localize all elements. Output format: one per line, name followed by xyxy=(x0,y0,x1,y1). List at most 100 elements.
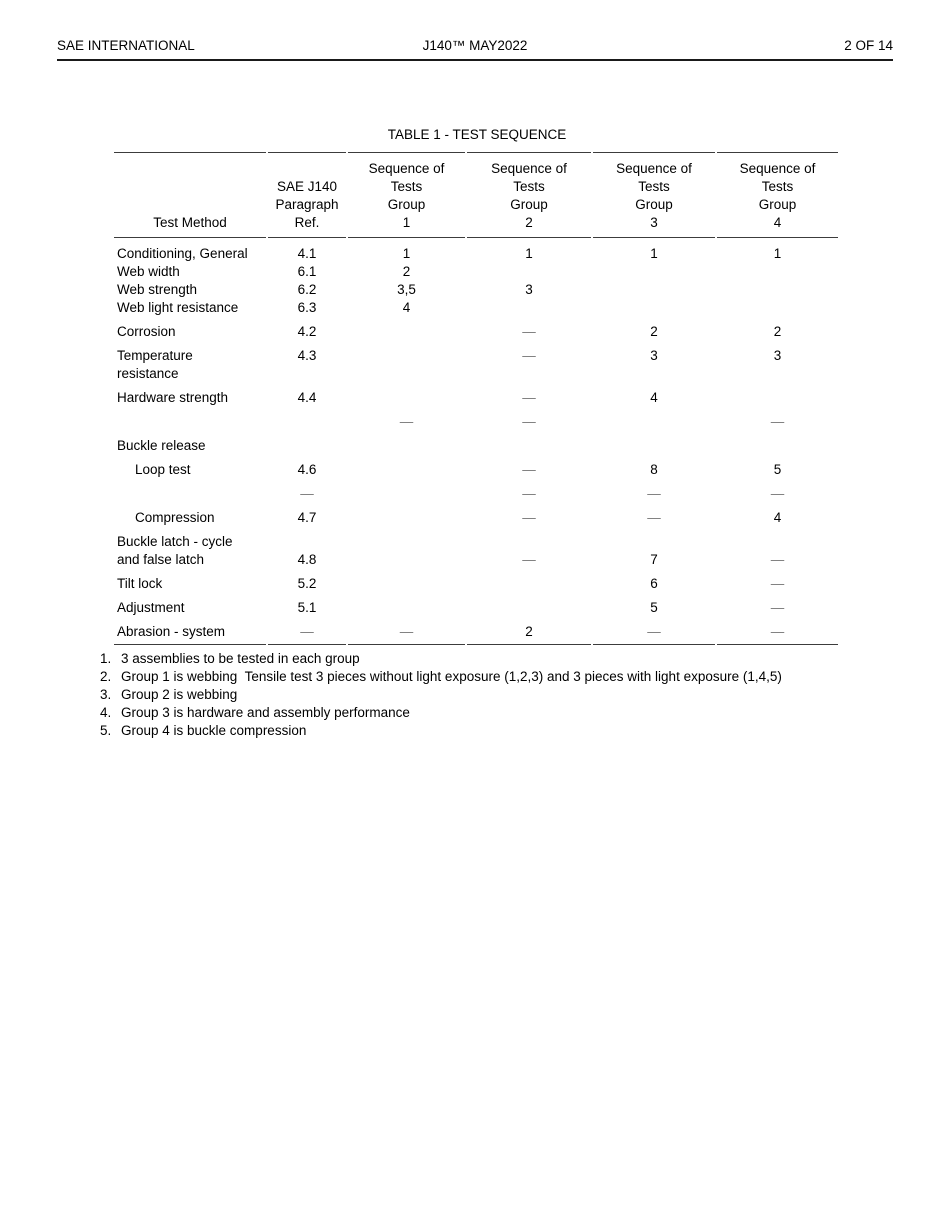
not-applicable-dash: — xyxy=(522,462,536,477)
sequence-value-cell: 2 xyxy=(650,324,658,339)
not-applicable-dash: — xyxy=(522,510,536,525)
sequence-value-cell xyxy=(348,431,465,455)
not-applicable-dash: — xyxy=(647,624,661,639)
table-row: Web strength 6.2 3,5 3 xyxy=(114,281,838,299)
sequence-value-cell: — xyxy=(467,407,591,431)
sequence-value-cell: — xyxy=(717,407,838,431)
column-header: Sequence of Tests Group 3 xyxy=(593,152,715,238)
footnote-text: 3 assemblies to be tested in each group xyxy=(121,651,360,666)
not-applicable-dash: — xyxy=(300,486,314,501)
sequence-value-cell: — xyxy=(467,503,591,527)
sequence-value-cell: 2 xyxy=(773,324,782,339)
page-header-doc-id: J140™ MAY2022 xyxy=(422,38,528,53)
page-header: SAE INTERNATIONAL J140™ MAY2022 2 OF 14 xyxy=(57,38,893,61)
not-applicable-dash: — xyxy=(522,390,536,405)
not-applicable-dash: — xyxy=(522,324,536,339)
sequence-value-cell: — xyxy=(717,569,838,593)
test-sequence-table: Test Method SAE J140 Paragraph Ref. Sequence… xyxy=(112,152,840,645)
page-header-page-number: 2 OF 14 xyxy=(844,38,893,53)
test-method-cell: Hardware strength xyxy=(117,390,229,405)
sequence-value-cell xyxy=(348,527,465,569)
table-row: Buckle latch - cycle and false latch 4.8 — 7… xyxy=(114,527,838,569)
sequence-value-cell: — xyxy=(717,593,838,617)
sequence-value-cell xyxy=(467,569,591,593)
sequence-value-cell: 6 xyxy=(650,576,658,591)
sequence-value-cell: 1 xyxy=(650,246,658,261)
not-applicable-dash: — xyxy=(522,486,536,501)
not-applicable-dash: — xyxy=(522,552,536,567)
sequence-value-cell xyxy=(593,263,715,281)
sequence-value-cell xyxy=(593,407,715,431)
sequence-value-cell: — xyxy=(348,617,465,645)
sequence-value-cell: 3 xyxy=(525,282,533,297)
sequence-value-cell xyxy=(467,299,591,317)
paragraph-ref-cell: — xyxy=(268,617,346,645)
sequence-value-cell: 4 xyxy=(402,300,411,315)
table-row: Conditioning, General 4.1 1 1 1 1 xyxy=(114,238,838,263)
sequence-value-cell xyxy=(467,263,591,281)
test-method-cell: Adjustment xyxy=(117,600,185,615)
test-method-cell: Web strength xyxy=(117,282,198,297)
sequence-value-cell: — xyxy=(348,407,465,431)
test-method-cell: Web width xyxy=(117,264,180,279)
column-header: Sequence of Tests Group 4 xyxy=(717,152,838,238)
sequence-value-cell: 5 xyxy=(773,462,782,477)
sequence-value-cell: 7 xyxy=(650,552,658,567)
sequence-value-cell xyxy=(348,503,465,527)
test-method-cell: Buckle release xyxy=(117,438,206,453)
sequence-value-cell xyxy=(717,263,838,281)
table-row: — — — — xyxy=(114,479,838,503)
table-row: Web width 6.1 2 xyxy=(114,263,838,281)
sequence-value-cell xyxy=(717,431,838,455)
test-method-cell: Compression xyxy=(135,510,215,525)
sequence-value-cell: 2 xyxy=(467,617,591,645)
paragraph-ref-cell: 4.6 xyxy=(297,462,317,477)
paragraph-ref-cell xyxy=(268,407,346,431)
sequence-value-cell xyxy=(348,383,465,407)
paragraph-ref-cell: 4.1 xyxy=(297,246,317,261)
sequence-value-cell xyxy=(467,431,591,455)
test-method-cell: Web light resistance xyxy=(117,300,239,315)
sequence-value-cell: — xyxy=(593,617,715,645)
paragraph-ref-cell xyxy=(268,431,346,455)
footnote-text: Group 2 is webbing xyxy=(121,687,238,702)
sequence-value-cell xyxy=(348,479,465,503)
sequence-value-cell: 4 xyxy=(650,390,658,405)
sequence-value-cell xyxy=(348,341,465,383)
test-method-cell: Buckle latch - cycle and false latch xyxy=(117,534,233,567)
sequence-value-cell: — xyxy=(467,341,591,383)
test-method-cell: Loop test xyxy=(135,462,191,477)
test-method-cell: Corrosion xyxy=(117,324,176,339)
paragraph-ref-cell: — xyxy=(268,479,346,503)
sequence-value-cell xyxy=(348,593,465,617)
test-method-cell: Abrasion - system xyxy=(114,617,266,645)
table-row: Compression 4.7 — — 4 xyxy=(114,503,838,527)
sequence-value-cell: 8 xyxy=(650,462,658,477)
sequence-value-cell xyxy=(717,383,838,407)
sequence-value-cell xyxy=(467,593,591,617)
sequence-value-cell xyxy=(593,299,715,317)
column-header: Test Method xyxy=(114,152,266,238)
not-applicable-dash: — xyxy=(770,576,785,591)
sequence-value-cell: — xyxy=(467,479,591,503)
test-method-cell: Tilt lock xyxy=(117,576,163,591)
not-applicable-dash: — xyxy=(647,486,661,501)
table-row: Loop test 4.6 — 8 5 xyxy=(114,455,838,479)
paragraph-ref-cell: 4.3 xyxy=(297,348,317,363)
column-header: Sequence of Tests Group 2 xyxy=(467,152,591,238)
sequence-value-cell xyxy=(593,281,715,299)
test-method-cell xyxy=(114,407,266,431)
sequence-value-cell: — xyxy=(593,479,715,503)
table-row: — — — xyxy=(114,407,838,431)
table-header-row: Test Method SAE J140 Paragraph Ref. Sequence… xyxy=(114,152,838,238)
footnote-number: 5. xyxy=(100,723,112,738)
not-applicable-dash: — xyxy=(770,600,785,615)
sequence-value-cell: 1 xyxy=(773,246,782,261)
test-method-cell: Temperature resistance xyxy=(117,348,193,381)
paragraph-ref-cell: 4.2 xyxy=(297,324,317,339)
sequence-value-cell: 1 xyxy=(525,246,533,261)
sequence-value-cell: 5 xyxy=(650,600,658,615)
paragraph-ref-cell: 4.8 xyxy=(297,552,317,567)
paragraph-ref-cell: 6.2 xyxy=(297,282,317,297)
